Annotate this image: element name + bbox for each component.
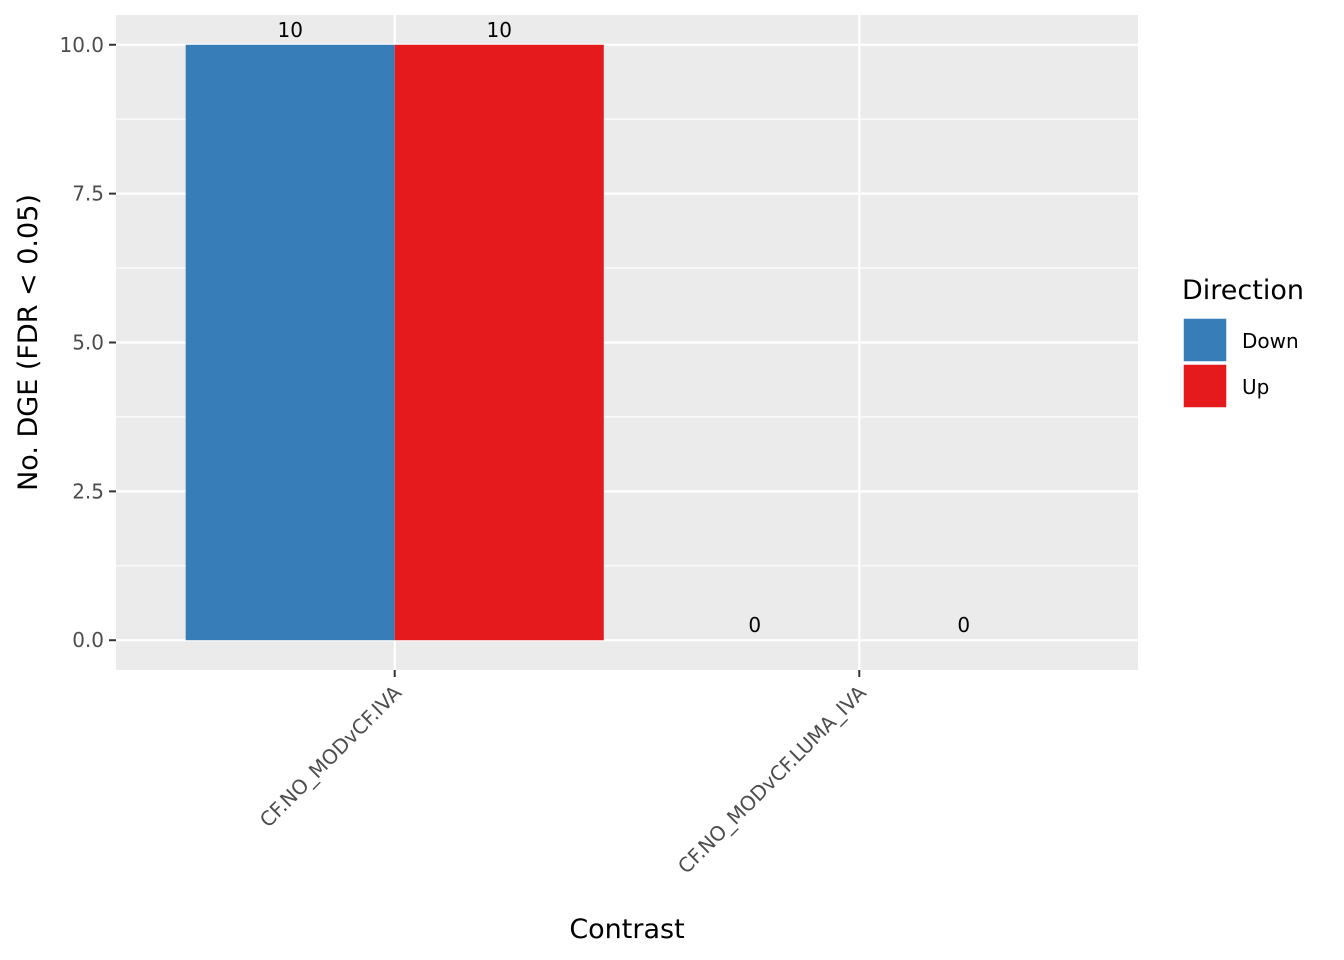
- bar-value-label: 0: [957, 613, 970, 637]
- bar-value-labels: 10 0 10 0: [277, 18, 970, 637]
- legend-label-up: Up: [1242, 375, 1269, 399]
- x-axis-title: Contrast: [569, 914, 684, 945]
- bar-value-label: 10: [487, 18, 512, 42]
- bar-value-label: 10: [277, 18, 302, 42]
- legend-key-up: [1182, 363, 1228, 409]
- legend-key-down: [1182, 317, 1228, 363]
- y-tick-label: 0.0: [72, 628, 104, 652]
- legend-label-down: Down: [1242, 329, 1299, 353]
- y-axis-title: No. DGE (FDR < 0.05): [13, 194, 44, 491]
- y-tick-label: 5.0: [72, 331, 104, 355]
- y-tick-label: 2.5: [72, 479, 104, 503]
- legend-title: Direction: [1182, 275, 1304, 306]
- y-tick-label: 7.5: [72, 182, 104, 206]
- bar-down: [185, 44, 395, 641]
- legend: Direction Down Up: [1182, 275, 1304, 409]
- bar-value-label: 0: [748, 613, 761, 637]
- bar-up: [394, 44, 604, 641]
- bars: [185, 44, 604, 641]
- x-tick-label: CF.NO_MODvCF.IVA: [255, 680, 407, 832]
- y-tick-label: 10.0: [59, 33, 104, 57]
- x-tick-label: CF.NO_MODvCF.LUMA_IVA: [673, 680, 871, 878]
